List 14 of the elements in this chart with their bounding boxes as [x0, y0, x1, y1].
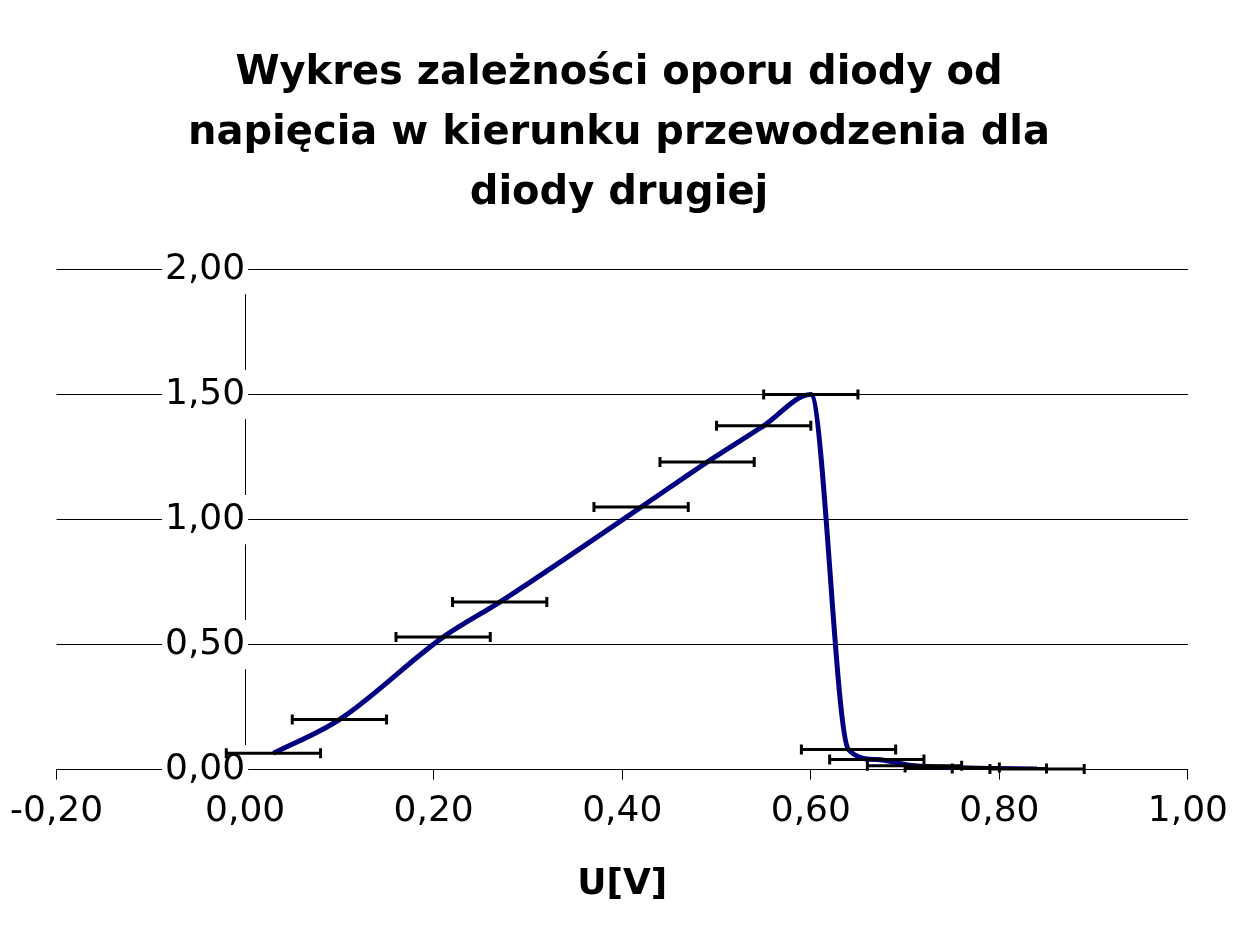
y-tick-label: 1,50: [164, 370, 246, 412]
y-tick-label: 1,00: [164, 495, 246, 537]
y-tick-label: 0,00: [164, 745, 246, 787]
y-tick-label: 0,50: [164, 620, 246, 662]
x-tick-label: 1,00: [1147, 787, 1228, 829]
x-tick-label: 0,60: [770, 787, 851, 829]
y-tick-label: 2,00: [164, 245, 246, 287]
x-tick-label: 0,80: [959, 787, 1040, 829]
x-tick-label: 0,00: [205, 787, 286, 829]
x-tick-label: -0,20: [10, 787, 104, 829]
x-axis-title: U[V]: [577, 860, 668, 902]
x-tick-label: 0,40: [582, 787, 663, 829]
x-tick-label: 0,20: [393, 787, 474, 829]
chart-title: Wykres zależności oporu diody od napięcia w kierunku przewodzenia dla diody drugiej: [187, 46, 1051, 215]
